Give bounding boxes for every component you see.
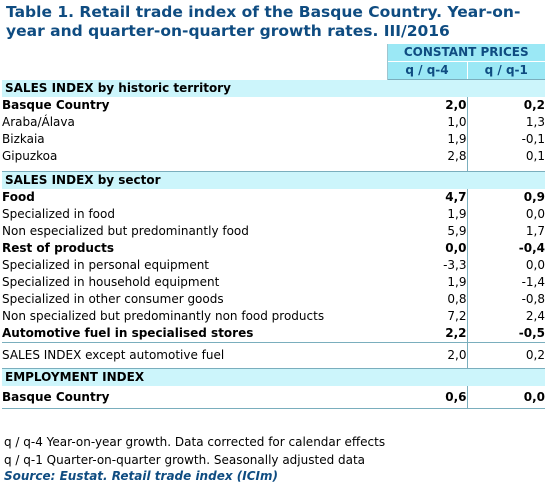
row-label: Specialized in other consumer goods	[2, 292, 224, 306]
row-label: Bizkaia	[2, 132, 45, 146]
row-label: Araba/Álava	[2, 115, 75, 129]
row-value-yoy: 2,0	[387, 342, 468, 369]
header-blank-2	[2, 61, 388, 80]
row-value-qoq: -0,5	[518, 326, 546, 340]
row-value-yoy: 5,9	[387, 223, 468, 240]
spacer-row	[2, 165, 545, 172]
row-label: Food	[2, 190, 35, 204]
row-label: Rest of products	[2, 241, 114, 255]
row-value-yoy: 0,6	[387, 386, 468, 409]
table-row: Basque Country 2,0 0,2	[2, 97, 545, 114]
section-sector: SALES INDEX by sector	[2, 171, 546, 189]
row-label: SALES INDEX except automotive fuel	[2, 342, 387, 369]
row-value-qoq: -1,4	[521, 275, 546, 289]
row-value-yoy: 4,7	[387, 189, 468, 206]
section-title: SALES INDEX by sector	[2, 171, 546, 189]
table-title: Table 1. Retail trade index of the Basqu…	[6, 3, 546, 41]
row-value-qoq: 0,2	[467, 342, 546, 369]
table-row: Specialized in personal equipment -3,3 0…	[2, 257, 545, 274]
row-value-qoq: 1,7	[525, 224, 546, 238]
row-value-yoy: 2,8	[387, 148, 468, 165]
row-value-yoy: 1,9	[387, 206, 468, 223]
retail-trade-table: CONSTANT PRICES q / q-4 q / q-1 SALES IN…	[2, 44, 546, 409]
table-row: Specialized in household equipment 1,9 -…	[2, 274, 545, 291]
section-territory: SALES INDEX by historic territory	[2, 79, 546, 97]
row-value-qoq: 1,3	[525, 115, 546, 129]
row-label: Non especialized but predominantly food	[2, 224, 249, 238]
table-row: Non specialized but predominantly non fo…	[2, 308, 545, 325]
row-value-yoy: -3,3	[387, 257, 468, 274]
table-notes: q / q-4 Year-on-year growth. Data correc…	[4, 433, 385, 483]
row-label: Basque Country	[2, 386, 387, 409]
table-row: Non especialized but predominantly food …	[2, 223, 545, 240]
table-row: Food 4,7 0,9	[2, 189, 545, 206]
row-value-yoy: 0,8	[387, 291, 468, 308]
table-row: Gipuzkoa 2,8 0,1	[2, 148, 545, 165]
header-col-yoy: q / q-4	[387, 61, 468, 80]
row-value-qoq: 2,4	[525, 309, 546, 323]
row-value-yoy: 2,0	[387, 97, 468, 114]
header-blank	[2, 44, 388, 62]
table-row-except-fuel: SALES INDEX except automotive fuel 2,0 0…	[2, 342, 546, 369]
row-value-yoy: 1,9	[387, 274, 468, 291]
section-employment: EMPLOYMENT INDEX	[2, 368, 546, 386]
table-row: Basque Country 0,6 0,0	[2, 386, 546, 409]
row-value-qoq: 0,2	[523, 98, 546, 112]
section-title: SALES INDEX by historic territory	[2, 79, 546, 97]
row-value-qoq: -0,8	[521, 292, 546, 306]
header-row-columns: q / q-4 q / q-1	[2, 61, 546, 80]
header-row-group: CONSTANT PRICES	[2, 44, 546, 62]
row-value-qoq: 0,0	[467, 386, 546, 409]
row-label: Basque Country	[2, 98, 110, 112]
table-row: Rest of products 0,0 -0,4	[2, 240, 545, 257]
row-value-qoq: 0,0	[525, 258, 546, 272]
row-value-qoq: 0,0	[525, 207, 546, 221]
header-constant-prices: CONSTANT PRICES	[387, 44, 546, 62]
row-label: Specialized in food	[2, 207, 115, 221]
table-row: Automotive fuel in specialised stores 2,…	[2, 325, 545, 343]
row-label: Non specialized but predominantly non fo…	[2, 309, 325, 323]
row-label: Gipuzkoa	[2, 149, 58, 163]
row-value-qoq: 0,1	[525, 149, 546, 163]
title-line-2: year and quarter-on-quarter growth rates…	[6, 22, 450, 40]
row-value-qoq: -0,4	[518, 241, 546, 255]
row-value-yoy: 0,0	[387, 240, 468, 257]
row-value-yoy: 1,0	[387, 114, 468, 131]
table-row: Specialized in food 1,9 0,0	[2, 206, 545, 223]
source-note: Source: Eustat. Retail trade index (ICIm…	[4, 469, 278, 483]
row-value-yoy: 2,2	[387, 325, 468, 343]
row-value-yoy: 7,2	[387, 308, 468, 325]
row-value-qoq: -0,1	[521, 132, 546, 146]
row-label: Automotive fuel in specialised stores	[2, 326, 254, 340]
table-row: Bizkaia 1,9 -0,1	[2, 131, 545, 148]
row-value-yoy: 1,9	[387, 131, 468, 148]
row-label: Specialized in household equipment	[2, 275, 220, 289]
note-yoy: q / q-4 Year-on-year growth. Data correc…	[4, 435, 386, 449]
title-line-1: Table 1. Retail trade index of the Basqu…	[6, 3, 521, 21]
header-col-qoq: q / q-1	[467, 61, 546, 80]
row-value-qoq: 0,9	[523, 190, 546, 204]
table-row: Araba/Álava 1,0 1,3	[2, 114, 545, 131]
table-row: Specialized in other consumer goods 0,8 …	[2, 291, 545, 308]
note-qoq: q / q-1 Quarter-on-quarter growth. Seaso…	[4, 453, 366, 467]
row-label: Specialized in personal equipment	[2, 258, 210, 272]
section-title: EMPLOYMENT INDEX	[2, 368, 546, 386]
